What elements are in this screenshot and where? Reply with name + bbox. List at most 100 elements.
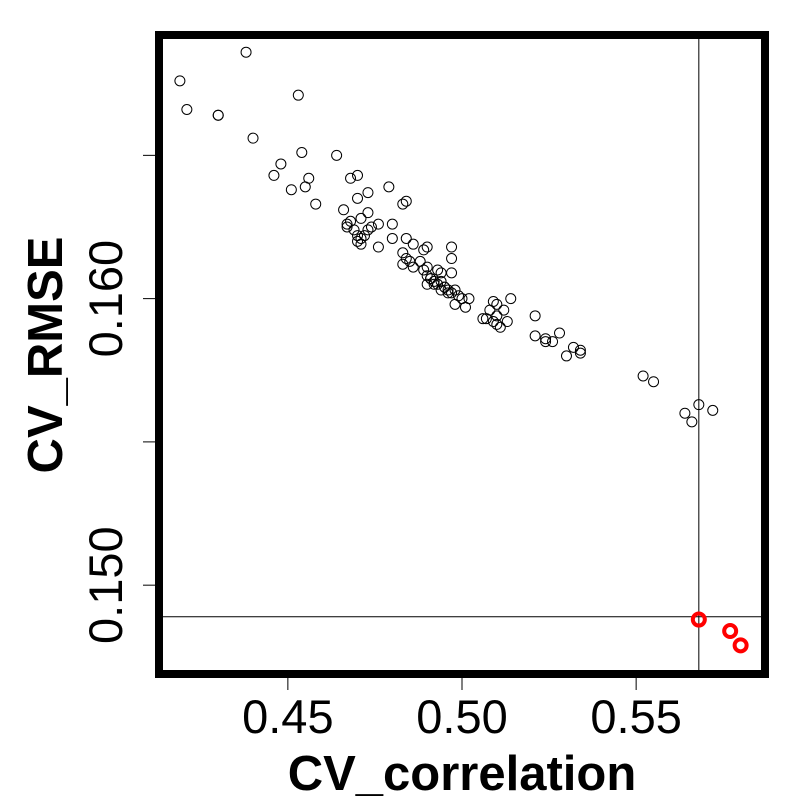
data-point — [365, 221, 377, 233]
data-point — [421, 241, 433, 253]
data-point — [428, 278, 440, 290]
data-point — [348, 224, 360, 236]
data-point — [477, 313, 489, 325]
x-tick-label: 0.50 — [416, 690, 507, 743]
reference-lines — [159, 35, 765, 674]
data-point — [491, 298, 503, 310]
data-point — [355, 238, 367, 250]
data-point — [407, 238, 419, 250]
data-point — [529, 310, 541, 322]
data-point — [435, 275, 447, 287]
data-point — [449, 298, 461, 310]
data-point — [285, 184, 297, 196]
data-points — [174, 46, 749, 654]
data-point — [707, 404, 719, 416]
data-point — [372, 241, 384, 253]
data-point — [446, 241, 458, 253]
data-point — [498, 304, 510, 316]
plot-frame — [155, 31, 769, 678]
data-point — [345, 172, 357, 184]
data-point — [560, 350, 572, 362]
data-point — [299, 181, 311, 193]
data-point — [240, 46, 252, 58]
data-point — [341, 221, 353, 233]
data-point — [355, 232, 367, 244]
data-point — [459, 301, 471, 313]
data-point — [407, 261, 419, 273]
data-point — [275, 158, 287, 170]
data-point — [554, 327, 566, 339]
data-point — [439, 281, 451, 293]
data-point — [352, 169, 364, 181]
data-point — [400, 253, 412, 265]
data-point — [400, 195, 412, 207]
data-point — [421, 270, 433, 282]
data-point — [310, 198, 322, 210]
data-point — [362, 187, 374, 199]
data-point — [428, 275, 440, 287]
data-point — [268, 169, 280, 181]
data-point — [432, 264, 444, 276]
data-point — [397, 258, 409, 270]
data-point — [449, 284, 461, 296]
data-point — [292, 89, 304, 101]
data-point — [574, 344, 586, 356]
data-point — [362, 207, 374, 219]
data-point — [501, 316, 513, 328]
data-point — [421, 261, 433, 273]
data-point — [362, 224, 374, 236]
data-point — [446, 267, 458, 279]
data-point — [352, 235, 364, 247]
axis-ticks: 0.45 0.50 0.55 0.150 0.160 — [79, 154, 682, 743]
data-point — [425, 273, 437, 285]
y-tick-label: 0.150 — [79, 526, 132, 644]
data-point — [491, 318, 503, 330]
data-point — [174, 75, 186, 87]
data-point — [400, 232, 412, 244]
data-point — [383, 181, 395, 193]
data-point — [432, 278, 444, 290]
data-point — [491, 310, 503, 322]
data-point — [686, 416, 698, 428]
data-point — [494, 321, 506, 333]
data-point — [567, 341, 579, 353]
data-point — [331, 149, 343, 161]
data-point — [442, 287, 454, 299]
data-point — [446, 287, 458, 299]
data-point — [679, 407, 691, 419]
data-point — [529, 330, 541, 342]
data-point — [693, 399, 705, 411]
x-tick-label: 0.45 — [242, 690, 333, 743]
data-point — [386, 232, 398, 244]
highlighted-data-point — [732, 637, 749, 654]
data-point — [442, 284, 454, 296]
data-point — [487, 316, 499, 328]
highlighted-data-point — [722, 623, 739, 640]
data-point — [386, 218, 398, 230]
data-point — [397, 247, 409, 259]
data-point — [296, 146, 308, 158]
data-point — [446, 253, 458, 265]
data-point — [397, 198, 409, 210]
data-point — [574, 347, 586, 359]
data-point — [505, 293, 517, 305]
data-point — [418, 264, 430, 276]
data-point — [540, 336, 552, 348]
data-point — [355, 212, 367, 224]
highlighted-data-point — [690, 611, 707, 628]
data-point — [247, 132, 259, 144]
y-tick-label: 0.160 — [79, 240, 132, 358]
data-point — [637, 370, 649, 382]
data-point — [181, 104, 193, 116]
data-point — [418, 244, 430, 256]
data-point — [540, 333, 552, 345]
x-axis-title: CV_correlation — [288, 747, 637, 800]
data-point — [352, 192, 364, 204]
y-axis-title: CV_RMSE — [19, 237, 73, 474]
data-point — [212, 109, 224, 121]
data-point — [648, 376, 660, 388]
data-point — [341, 218, 353, 230]
data-point — [338, 204, 350, 216]
data-point — [435, 284, 447, 296]
